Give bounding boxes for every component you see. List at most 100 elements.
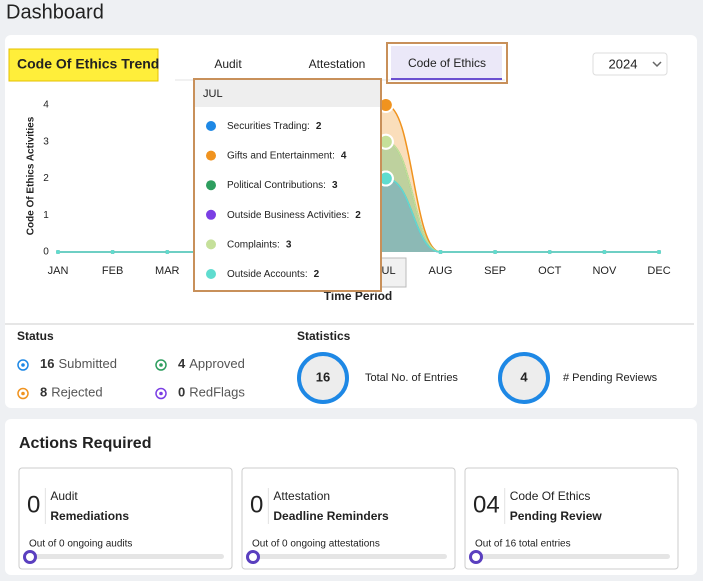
status-count: 4 (178, 356, 186, 371)
status-item: 0 RedFlags (178, 385, 245, 400)
action-card (241, 467, 456, 570)
tooltip-separator: : (277, 239, 280, 250)
status-icon-dot (21, 363, 25, 367)
point (547, 250, 552, 254)
tooltip-series-name: Complaints (227, 239, 277, 250)
status-label: Approved (189, 356, 245, 371)
action-count: 04 (473, 491, 500, 518)
action-note: Out of 16 total entries (475, 539, 571, 550)
action-cards: 0 Audit Remediations Out of 0 ongoing audit… (18, 467, 679, 570)
stat-value: 4 (520, 369, 528, 384)
tooltip-dot (206, 239, 216, 250)
actions-title: Actions Required (19, 435, 151, 452)
action-link[interactable]: Remediations (50, 509, 129, 523)
tooltip-value: 2 (314, 269, 320, 280)
tooltip-value: 3 (286, 239, 292, 250)
point (56, 250, 60, 254)
status-label: RedFlags (189, 385, 245, 400)
statistics-title: Statistics (297, 329, 351, 343)
tooltip-dot (206, 269, 216, 279)
tooltip-item: Securities Trading: 2 (227, 121, 322, 132)
x-tick-label: OCT (538, 265, 562, 277)
point (438, 250, 443, 254)
point (165, 250, 170, 254)
status-item: 16 Submitted (40, 356, 117, 371)
point (493, 250, 498, 254)
tooltip-separator: : (347, 209, 350, 220)
select-chevron (652, 61, 662, 68)
tooltip-value: 4 (341, 150, 347, 161)
y-axis-label: Code Of Ethics Activities (26, 116, 37, 235)
point (657, 250, 662, 254)
status-count: 8 (40, 385, 47, 400)
y-tick-label: 4 (43, 100, 49, 111)
y-tick-label: 0 (43, 247, 49, 258)
active-tab-bg (391, 46, 502, 79)
action-link[interactable]: Deadline Reminders (273, 509, 389, 523)
x-tick-label: JAN (48, 265, 69, 277)
status-label: Rejected (51, 385, 102, 400)
stat-label: # Pending Reviews (563, 372, 658, 384)
progress-knob (23, 550, 37, 564)
tooltip-series-name: Outside Accounts (227, 269, 305, 280)
stat-value: 16 (316, 369, 330, 384)
tooltip-item: Outside Business Activities: 2 (227, 209, 361, 220)
x-tick-label: DEC (647, 265, 670, 277)
page-title: Dashboard (6, 1, 104, 23)
stat-ring (498, 352, 550, 404)
status-icon-dot (159, 363, 163, 367)
tab-active[interactable]: Code of Ethics (408, 56, 486, 70)
action-note: Out of 0 ongoing audits (29, 539, 132, 550)
tooltip-series-name: Political Contributions (227, 180, 323, 191)
card-title-box (8, 48, 159, 82)
point (602, 250, 607, 254)
status-icon-dot (21, 391, 25, 396)
x-tick-label: NOV (592, 265, 617, 277)
y-tick-label: 3 (43, 136, 49, 147)
action-link[interactable]: Pending Review (510, 509, 603, 523)
tooltip-series-name: Outside Business Activities (227, 209, 347, 220)
progress-track (252, 554, 447, 559)
tooltip-separator: : (332, 150, 335, 161)
tooltip-separator: : (307, 121, 310, 132)
tooltip-dot (206, 180, 216, 191)
action-title: Code Of Ethics (510, 489, 591, 503)
tooltip-item: Outside Accounts: 2 (227, 269, 320, 280)
action-card (464, 467, 679, 570)
tooltip-box (193, 78, 382, 292)
progress-knob (469, 550, 483, 564)
tooltip-separator: : (323, 180, 326, 191)
y-tick-label: 1 (43, 210, 49, 221)
x-tick-label: AUG (429, 265, 453, 277)
hover-category-box (377, 257, 407, 288)
status-title: Status (17, 329, 54, 343)
tooltip-series-name: Securities Trading (227, 121, 307, 132)
tooltip-dot (206, 150, 216, 161)
highlight-frame (386, 42, 508, 84)
tooltip-dot (206, 209, 216, 220)
tab[interactable]: Audit (214, 57, 242, 71)
tooltip-title: JUL (203, 88, 223, 100)
action-title: Audit (50, 489, 78, 503)
card-title: Code Of Ethics Trend (17, 56, 159, 72)
stat-label: Total No. of Entries (365, 372, 458, 384)
tooltip-item: Gifts and Entertainment: 4 (227, 150, 347, 161)
tooltip-series-name: Gifts and Entertainment (227, 150, 332, 161)
tooltip-value: 3 (332, 180, 338, 191)
action-count: 0 (27, 491, 40, 518)
status-count: 16 (40, 356, 54, 371)
action-title: Attestation (273, 489, 330, 503)
status-item: 4 Approved (178, 356, 245, 371)
tooltip-value: 2 (316, 121, 322, 132)
year-value: 2024 (609, 56, 638, 71)
statistics-list: 16 Total No. of Entries 4 # Pending Reviews (297, 352, 658, 404)
x-tick-label: FEB (102, 265, 123, 277)
tab[interactable]: Attestation (309, 57, 366, 71)
action-count: 0 (250, 491, 263, 518)
action-card (18, 467, 233, 570)
status-list: 16 Submitted 4 Approved 8 Rejected 0 RedFlags (17, 356, 245, 400)
status-icon-dot (159, 391, 163, 396)
year-select[interactable] (592, 52, 668, 76)
